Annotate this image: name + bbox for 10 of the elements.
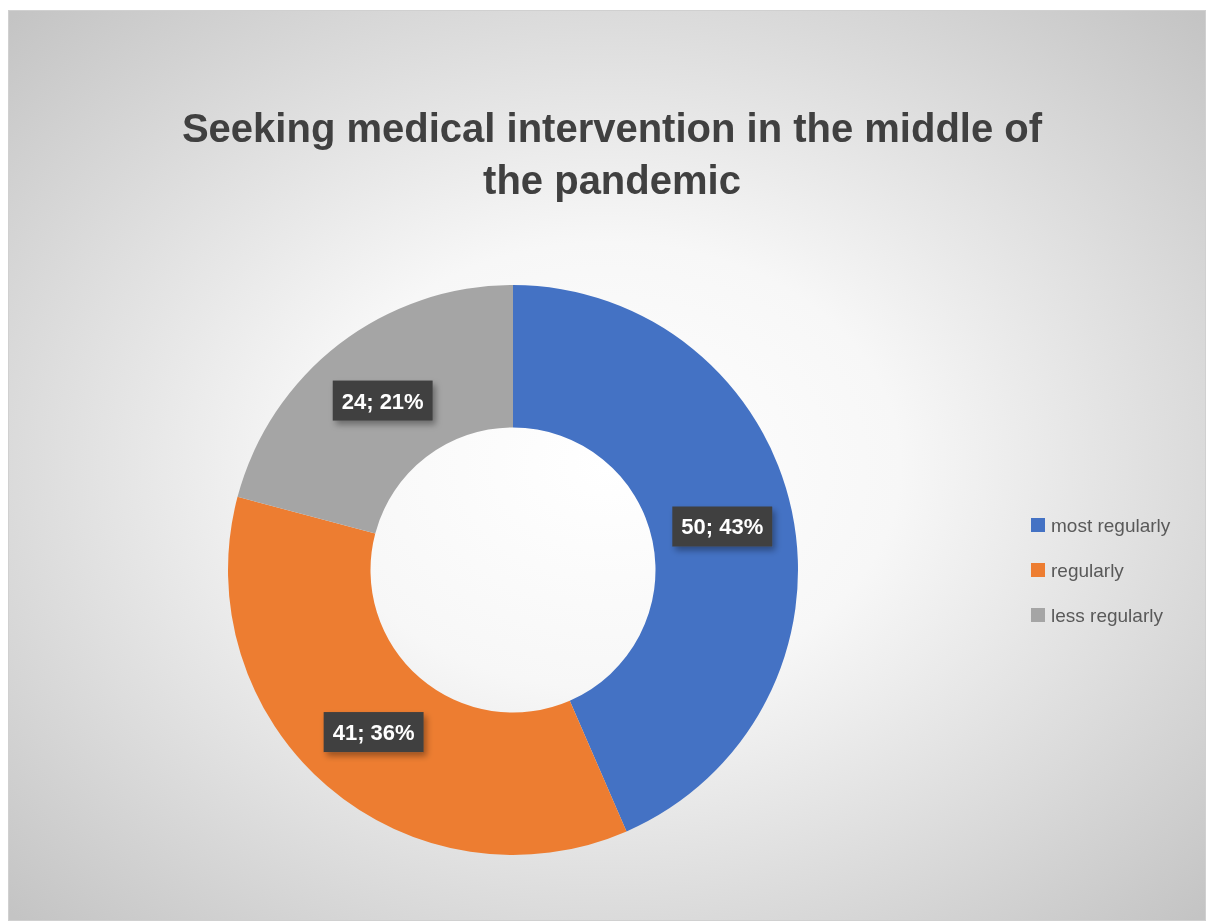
legend-label: less regularly xyxy=(1051,604,1164,626)
donut-slice xyxy=(228,496,627,855)
legend-label: regularly xyxy=(1051,559,1125,581)
donut-slice xyxy=(237,285,513,534)
legend-label: most regularly xyxy=(1051,514,1171,536)
data-label: 24; 21% xyxy=(341,388,424,414)
donut-slice xyxy=(513,285,798,832)
data-label: 50; 43% xyxy=(681,514,764,540)
data-label: 41; 36% xyxy=(332,719,415,745)
chart-title: Seeking medical intervention in the middle of the pandemic xyxy=(181,106,1043,202)
